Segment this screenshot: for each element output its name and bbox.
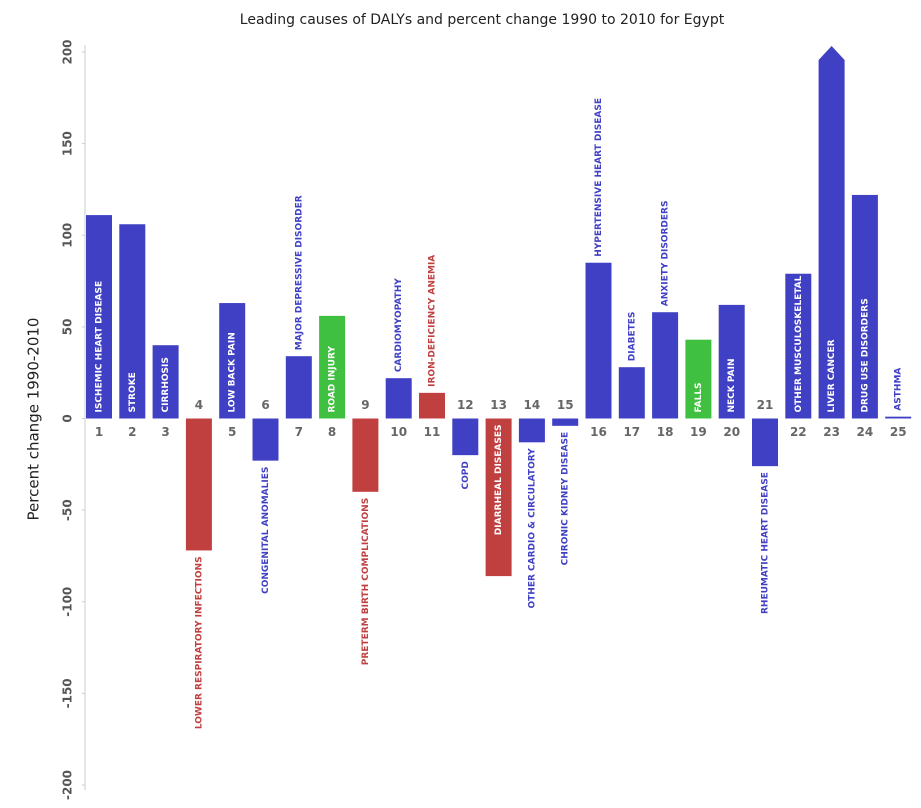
category-label: 16 xyxy=(590,425,607,439)
y-tick-label: 150 xyxy=(61,131,75,156)
bar-label: RHEUMATIC HEART DISEASE xyxy=(761,472,771,614)
bar xyxy=(219,303,246,419)
y-tick-label: 0 xyxy=(61,414,75,422)
category-label: 6 xyxy=(261,398,269,412)
category-label: 7 xyxy=(295,425,303,439)
category-label: 5 xyxy=(228,425,236,439)
bar xyxy=(618,367,645,419)
bar xyxy=(552,418,579,426)
category-label: 8 xyxy=(328,425,336,439)
bar xyxy=(851,194,878,419)
category-label: 23 xyxy=(823,425,840,439)
bar xyxy=(485,418,512,577)
bar xyxy=(385,378,412,419)
bar xyxy=(518,418,545,443)
category-label: 22 xyxy=(790,425,807,439)
bar xyxy=(152,345,179,419)
bar-label: LIVER CANCER xyxy=(827,339,837,412)
category-label: 12 xyxy=(457,398,474,412)
bar xyxy=(319,315,346,419)
bar xyxy=(452,418,479,456)
category-label: 4 xyxy=(195,398,203,412)
category-label: 13 xyxy=(490,398,507,412)
category-label: 25 xyxy=(890,425,907,439)
bar xyxy=(86,215,112,419)
category-label: 2 xyxy=(128,425,136,439)
bar-label: COPD xyxy=(461,461,471,489)
bar xyxy=(785,273,812,419)
bar xyxy=(818,46,845,419)
bar-label: DRUG USE DISORDERS xyxy=(860,298,870,412)
category-label: 3 xyxy=(161,425,169,439)
bar xyxy=(885,416,912,419)
category-label: 17 xyxy=(623,425,640,439)
bar-label: DIABETES xyxy=(627,312,637,362)
bar-label: PRETERM BIRTH COMPLICATIONS xyxy=(361,498,371,665)
category-label: 10 xyxy=(390,425,407,439)
y-tick-label: 50 xyxy=(61,319,75,336)
bar-label: DIARRHEAL DISEASES xyxy=(494,425,504,536)
bar xyxy=(252,418,279,461)
bar xyxy=(419,392,445,419)
category-label: 20 xyxy=(723,425,740,439)
y-tick-label: -150 xyxy=(61,678,75,708)
y-axis-title: Percent change 1990-2010 xyxy=(25,318,43,521)
bar-label: CARDIOMYOPATHY xyxy=(394,278,404,372)
bar xyxy=(185,418,212,551)
bar-label: LOWER RESPIRATORY INFECTIONS xyxy=(194,556,204,729)
y-tick-label: -200 xyxy=(61,770,75,800)
bar xyxy=(652,312,679,419)
bar xyxy=(352,418,379,492)
chart-title: Leading causes of DALYs and percent chan… xyxy=(240,12,725,28)
bar-label: ANXIETY DISORDERS xyxy=(661,201,671,307)
bar-label: CONGENITAL ANOMALIES xyxy=(261,467,271,594)
category-label: 18 xyxy=(657,425,674,439)
bar-label: LOW BACK PAIN xyxy=(228,332,238,412)
bar-label: CHRONIC KIDNEY DISEASE xyxy=(561,432,571,566)
bar xyxy=(718,304,745,419)
bar xyxy=(685,339,712,419)
bar-label: FALLS xyxy=(694,382,704,412)
bar-label: ROAD INJURY xyxy=(328,346,338,413)
bar-label: ISCHEMIC HEART DISEASE xyxy=(95,281,105,413)
bar-label: NECK PAIN xyxy=(727,358,737,412)
bar-label: HYPERTENSIVE HEART DISEASE xyxy=(594,98,604,257)
bar xyxy=(585,262,612,419)
category-label: 24 xyxy=(857,425,874,439)
category-label: 11 xyxy=(424,425,441,439)
bar xyxy=(119,224,146,419)
bar xyxy=(285,356,312,419)
bar-label: IRON-DEFICIENCY ANEMIA xyxy=(428,255,438,387)
bar-label: ASTHMA xyxy=(894,368,904,411)
y-tick-label: 100 xyxy=(61,223,75,248)
category-label: 1 xyxy=(95,425,103,439)
bar-label: MAJOR DEPRESSIVE DISORDER xyxy=(294,195,304,350)
category-label: 14 xyxy=(524,398,541,412)
category-label: 9 xyxy=(361,398,369,412)
y-tick-label: -100 xyxy=(61,587,75,617)
category-label: 21 xyxy=(757,398,774,412)
bar-label: OTHER CARDIO & CIRCULATORY xyxy=(527,448,537,609)
bar xyxy=(752,418,778,467)
y-tick-label: 200 xyxy=(61,39,75,64)
bar-label: STROKE xyxy=(128,372,138,412)
category-label: 19 xyxy=(690,425,707,439)
bar-label: CIRRHOSIS xyxy=(161,357,171,412)
y-tick-label: -50 xyxy=(61,499,75,521)
bar-label: OTHER MUSCULOSKELETAL xyxy=(794,275,804,412)
category-label: 15 xyxy=(557,398,574,412)
